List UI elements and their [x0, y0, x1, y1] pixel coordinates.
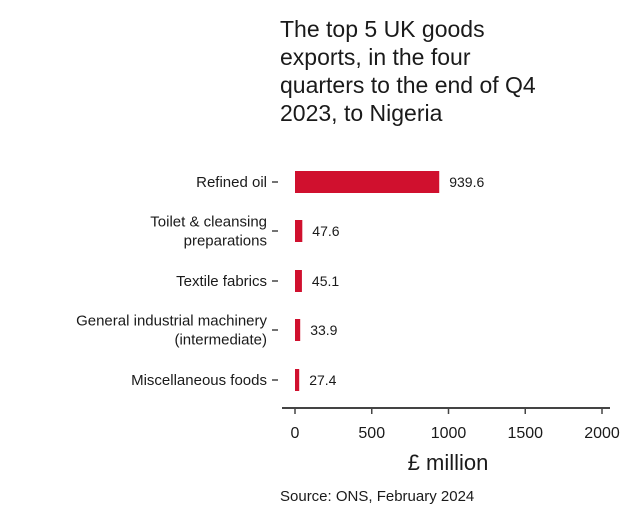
category-label: Miscellaneous foods	[131, 372, 267, 389]
chart-title-line: 2023, to Nigeria	[280, 100, 443, 126]
category-label: Toilet & cleansing	[150, 214, 267, 231]
x-tick-label: 0	[291, 425, 300, 442]
bar	[295, 220, 303, 242]
plot-area: 939.6 Refined oil 47.6 Toilet & cleansing pr…	[76, 171, 620, 442]
chart-title-line: quarters to the end of Q4	[280, 72, 536, 98]
category-label: General industrial machinery	[76, 313, 267, 330]
category-label: preparations	[184, 233, 267, 250]
category-label: Refined oil	[196, 174, 267, 191]
x-tick-label: 1500	[507, 425, 543, 442]
x-tick-label: 500	[358, 425, 385, 442]
bar	[295, 270, 302, 292]
bar	[295, 319, 301, 341]
chart-title: The top 5 UK goods exports, in the four …	[280, 16, 536, 126]
chart-title-line: exports, in the four	[280, 44, 471, 70]
data-label: 33.9	[310, 322, 337, 338]
x-tick-label: 1000	[431, 425, 467, 442]
x-tick-label: 2000	[584, 425, 620, 442]
data-label: 27.4	[309, 372, 336, 388]
chart-title-line: The top 5 UK goods	[280, 16, 485, 42]
data-label: 939.6	[449, 174, 484, 190]
category-label: (intermediate)	[174, 332, 267, 349]
bar	[295, 171, 440, 193]
bar	[295, 369, 300, 391]
data-label: 47.6	[312, 223, 339, 239]
category-label: Textile fabrics	[176, 273, 267, 290]
source-note: Source: ONS, February 2024	[280, 488, 474, 505]
data-label: 45.1	[312, 273, 339, 289]
x-axis-title: £ million	[408, 450, 489, 475]
